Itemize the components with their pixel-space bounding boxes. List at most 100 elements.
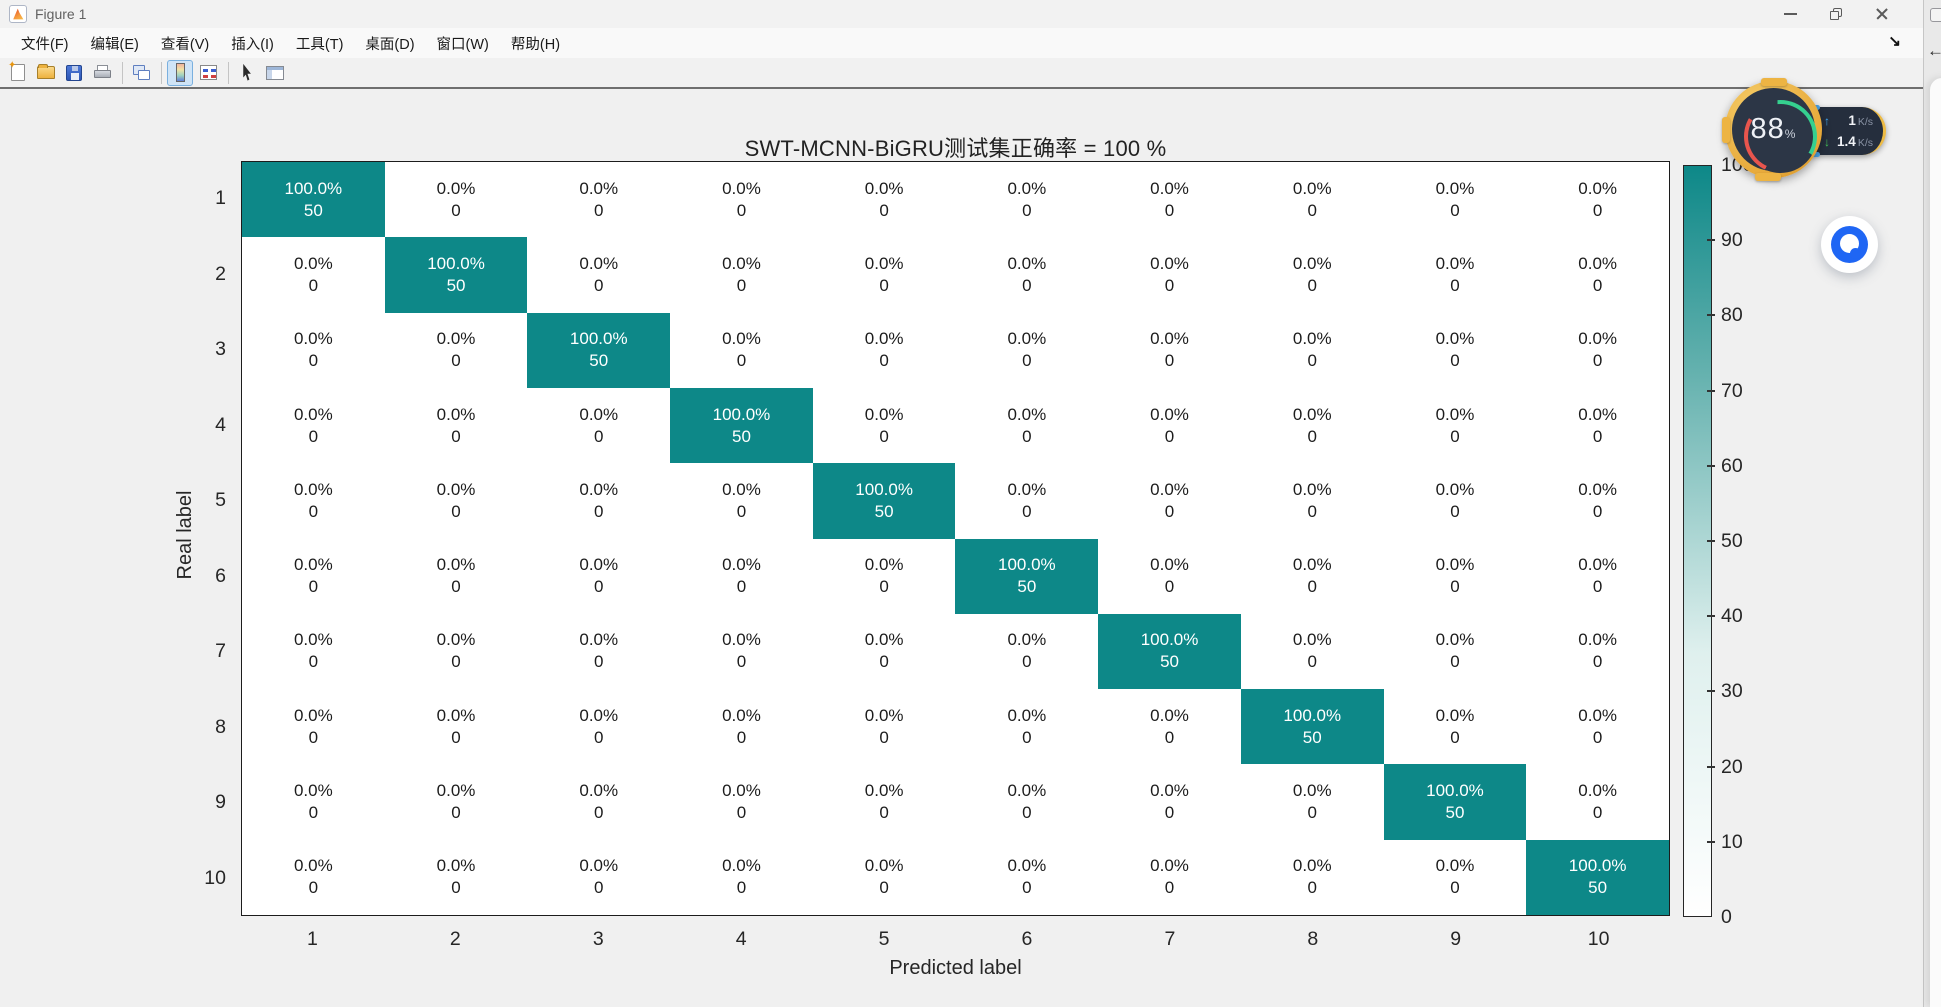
y-tick-label: 3: [215, 338, 226, 361]
download-arrow-icon: ↓: [1824, 135, 1830, 149]
quark-floating-button[interactable]: [1821, 216, 1878, 273]
matrix-cell: 0.0% 0: [1007, 253, 1047, 295]
matrix-cell: 0.0% 0: [1292, 178, 1332, 220]
x-axis-ticks: 1 2 3 4 5 6 7 8 9 10: [241, 928, 1670, 952]
y-tick-label: 5: [215, 489, 226, 512]
toolbar-separator: [161, 61, 162, 84]
matrix-cell: 0.0% 0: [1435, 329, 1475, 371]
matrix-cell: 0.0% 0: [1007, 630, 1047, 672]
printer-icon: [93, 65, 111, 80]
open-file-button[interactable]: [33, 60, 59, 86]
restore-button[interactable]: [1813, 0, 1859, 28]
matrix-cell: 0.0% 0: [1435, 253, 1475, 295]
titlebar: Figure 1: [0, 0, 1923, 28]
colorbar-tick-label: 60: [1721, 454, 1743, 477]
back-arrow-icon[interactable]: ←: [1927, 41, 1941, 60]
matrix-cell: 0.0% 0: [579, 555, 619, 597]
matrix-cell: 0.0% 0: [1007, 479, 1047, 521]
y-axis-ticks: 1 2 3 4 5 6 7 8 9 10: [0, 161, 226, 916]
matrix-cell: 0.0% 0: [293, 630, 333, 672]
matrix-cell: 0.0% 0: [1578, 479, 1618, 521]
menu-view[interactable]: 查看(V): [160, 36, 210, 53]
quark-logo-icon: [1831, 226, 1868, 263]
matrix-cell: 0.0% 0: [436, 329, 476, 371]
dock-figure-arrow-icon[interactable]: ↘: [1888, 33, 1901, 50]
matrix-cell: 0.0% 0: [1578, 329, 1618, 371]
colorbar-tick-label: 50: [1721, 530, 1743, 552]
matrix-cell: 100.0% 50: [670, 387, 813, 464]
menu-file[interactable]: 文件(F): [21, 36, 69, 53]
matrix-cell: 0.0% 0: [1292, 630, 1332, 672]
matlab-logo-icon: [9, 5, 27, 23]
matrix-cell: 0.0% 0: [864, 329, 904, 371]
matrix-cell: 100.0% 50: [1526, 839, 1669, 915]
minimize-icon: [1783, 13, 1797, 15]
matrix-cell: 0.0% 0: [722, 555, 761, 597]
gauge-percent: 88%: [1750, 113, 1797, 145]
x-tick-label: 1: [307, 928, 318, 950]
matrix-cell: 0.0% 0: [293, 781, 333, 823]
menu-edit[interactable]: 编辑(E): [90, 36, 139, 53]
download-speed-unit: K/s: [1857, 137, 1873, 149]
minimize-button[interactable]: [1767, 0, 1813, 28]
edit-plot-button[interactable]: [234, 60, 260, 86]
menu-tools[interactable]: 工具(T): [295, 36, 344, 53]
gauge-ring: [1744, 100, 1817, 173]
gauge-decoration: [1755, 173, 1781, 181]
y-tick-label: 9: [215, 791, 226, 814]
new-figure-button[interactable]: ✦: [5, 60, 31, 86]
print-figure-button[interactable]: [89, 60, 115, 86]
menu-help[interactable]: 帮助(H): [510, 36, 561, 53]
x-tick-label: 7: [1164, 928, 1176, 950]
colorbar-tick-label: 40: [1721, 605, 1743, 628]
insert-legend-button[interactable]: [195, 60, 221, 86]
matrix-cell: 0.0% 0: [1292, 555, 1332, 597]
confusion-matrix-grid: 100.0% 50 0.0% 0 0.0% 0 0.0% 0 0.0% 0 0.0% 0 0.0% 0 0.…: [242, 162, 1669, 915]
matrix-cell: 0.0% 0: [864, 630, 904, 672]
open-folder-icon: [37, 64, 55, 79]
property-inspector-button[interactable]: [262, 60, 288, 86]
matrix-cell: 0.0% 0: [1007, 705, 1047, 747]
matrix-cell: 0.0% 0: [1007, 781, 1047, 823]
matrix-cell: 0.0% 0: [1292, 479, 1332, 521]
matrix-cell: 0.0% 0: [436, 479, 476, 521]
menu-desktop[interactable]: 桌面(D): [365, 36, 415, 53]
figure-canvas: SWT-MCNN-BiGRU测试集正确率 = 100 % 100.0% 50 0.0…: [0, 89, 1923, 1007]
performance-gauge-overlay[interactable]: 88%: [1722, 78, 1822, 181]
colorbar-tick-mark: [1707, 239, 1715, 242]
download-speed-row: ↓ 1.4 K/s: [1824, 134, 1873, 149]
colorbar-tick-mark: [1707, 464, 1715, 467]
save-figure-button[interactable]: [61, 60, 87, 86]
link-plot-button[interactable]: [128, 60, 154, 86]
matrix-cell: 0.0% 0: [1150, 781, 1189, 823]
save-disk-icon: [66, 64, 82, 81]
matrix-cell: 0.0% 0: [293, 856, 333, 898]
close-icon: [1875, 7, 1889, 21]
menu-insert[interactable]: 插入(I): [231, 36, 274, 53]
x-tick-label: 9: [1450, 928, 1462, 950]
matrix-cell: 0.0% 0: [1435, 178, 1475, 220]
matrix-cell: 0.0% 0: [864, 781, 904, 823]
matrix-cell: 0.0% 0: [864, 253, 904, 295]
insert-colorbar-button[interactable]: [167, 59, 193, 86]
matrix-cell: 0.0% 0: [293, 479, 333, 521]
confusion-matrix-plot: 100.0% 50 0.0% 0 0.0% 0 0.0% 0 0.0% 0 0.0% 0 0.0% 0 0.…: [241, 161, 1670, 916]
matrix-cell: 0.0% 0: [293, 253, 333, 295]
menu-window[interactable]: 窗口(W): [436, 36, 489, 53]
matrix-cell: 0.0% 0: [1292, 781, 1332, 823]
close-button[interactable]: [1859, 0, 1905, 28]
y-tick-label: 2: [215, 262, 226, 285]
matrix-cell: 0.0% 0: [722, 630, 761, 672]
x-tick-label: 6: [1021, 928, 1033, 950]
matrix-cell: 100.0% 50: [1098, 613, 1241, 690]
matrix-cell: 0.0% 0: [1150, 178, 1189, 220]
plot-title: SWT-MCNN-BiGRU测试集正确率 = 100 %: [744, 136, 1167, 161]
colorbar-tick-mark: [1707, 540, 1715, 542]
matrix-cell: 0.0% 0: [1578, 705, 1618, 747]
legend-icon: [199, 65, 217, 80]
matrix-cell: 0.0% 0: [1578, 630, 1618, 672]
gauge-face: 88%: [1732, 88, 1817, 173]
matrix-cell: 0.0% 0: [1435, 479, 1475, 521]
matrix-cell: 0.0% 0: [293, 705, 333, 747]
colorbar-tick-mark: [1707, 690, 1715, 693]
